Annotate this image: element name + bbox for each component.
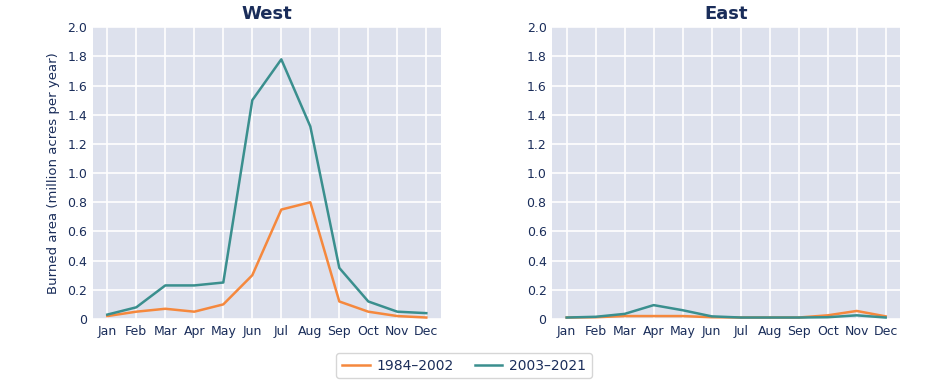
Legend: 1984–2002, 2003–2021: 1984–2002, 2003–2021 (336, 353, 591, 378)
Y-axis label: Burned area (million acres per year): Burned area (million acres per year) (47, 52, 60, 294)
Title: East: East (704, 5, 747, 23)
Title: West: West (241, 5, 292, 23)
